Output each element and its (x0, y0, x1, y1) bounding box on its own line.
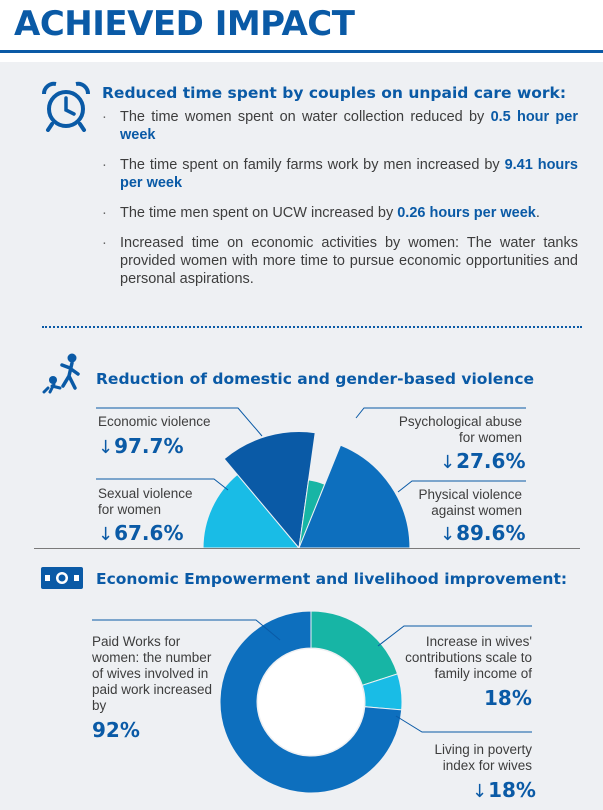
section-divider (42, 326, 582, 328)
bullet-text: The time men spent on UCW increased by (120, 205, 398, 221)
sexual-violence-label: Sexual violence for women (98, 486, 193, 517)
wives-contribution-value: 18% (484, 686, 532, 710)
care-work-bullet: · The time spent on family farms work by … (100, 156, 578, 192)
violence-leader-line (96, 407, 263, 437)
poverty-index-label: Living in poverty index for wives (434, 742, 532, 773)
section3-heading: Economic Empowerment and livelihood impr… (96, 570, 568, 588)
bullet-dot: · (102, 157, 107, 173)
down-arrow-icon: ↓ (440, 452, 456, 473)
donut-leader-line (377, 625, 532, 647)
psychological-abuse-value: ↓27.6% (440, 449, 526, 473)
poverty-index-value: ↓18% (472, 778, 536, 802)
paid-works-label: Paid Works for women: the number of wive… (92, 634, 213, 713)
section1-heading: Reduced time spent by couples on unpaid … (102, 84, 567, 102)
down-arrow-icon: ↓ (472, 781, 488, 802)
down-arrow-icon: ↓ (440, 524, 456, 545)
money-icon (41, 567, 83, 589)
care-work-list: · The time women spent on water collectio… (100, 108, 578, 300)
psychological-abuse-label: Psychological abuse for women (398, 414, 522, 445)
bullet-dot: · (102, 109, 107, 125)
section2-heading: Reduction of domestic and gender-based v… (96, 370, 535, 388)
donut-slice-2 (219, 610, 403, 794)
violence-leader-line (397, 480, 526, 493)
bullet-dot: · (102, 235, 107, 251)
paid-works-value: 92% (92, 718, 140, 742)
physical-violence-value: ↓89.6% (440, 521, 526, 545)
economic-violence-label: Economic violence (98, 414, 211, 429)
violence-leader-line (96, 478, 229, 491)
donut-leader-line (92, 619, 281, 641)
bullet-text: The time women spent on water collection… (120, 109, 491, 125)
violence-slice-3 (298, 444, 411, 549)
bullet-suffix: . (535, 205, 540, 221)
down-arrow-icon: ↓ (98, 437, 114, 458)
care-work-bullet: · The time men spent on UCW increased by … (100, 204, 578, 222)
violence-slice-0 (202, 473, 301, 549)
down-arrow-icon: ↓ (98, 524, 114, 545)
care-work-bullet: · Increased time on economic activities b… (100, 234, 578, 288)
sexual-violence-value: ↓67.6% (98, 521, 184, 545)
bullet-dot: · (102, 205, 107, 221)
donut-hole (258, 649, 364, 755)
violence-icon (42, 353, 80, 394)
violence-slice-1 (223, 431, 316, 550)
economic-violence-value: ↓97.7% (98, 434, 184, 458)
donut-leader-line (395, 715, 532, 733)
bullet-text: The time spent on family farms work by m… (120, 157, 505, 173)
title-rule (0, 50, 603, 53)
chart-baseline (34, 548, 580, 549)
violence-leader-line (355, 407, 526, 419)
bullet-highlight: 0.5 hour per week (120, 109, 578, 143)
bullet-highlight: 9.41 hours per week (120, 157, 579, 191)
wives-contribution-label: Increase in wives' contributions scale t… (405, 634, 532, 681)
bullet-text: Increased time on economic activities by… (120, 235, 578, 287)
physical-violence-label: Physical violence against women (418, 487, 522, 518)
page-title: ACHIEVED IMPACT (14, 4, 355, 44)
alarm-clock-icon (42, 81, 90, 132)
care-work-bullet: · The time women spent on water collectio… (100, 108, 578, 144)
bullet-highlight: 0.26 hours per week (397, 205, 536, 221)
